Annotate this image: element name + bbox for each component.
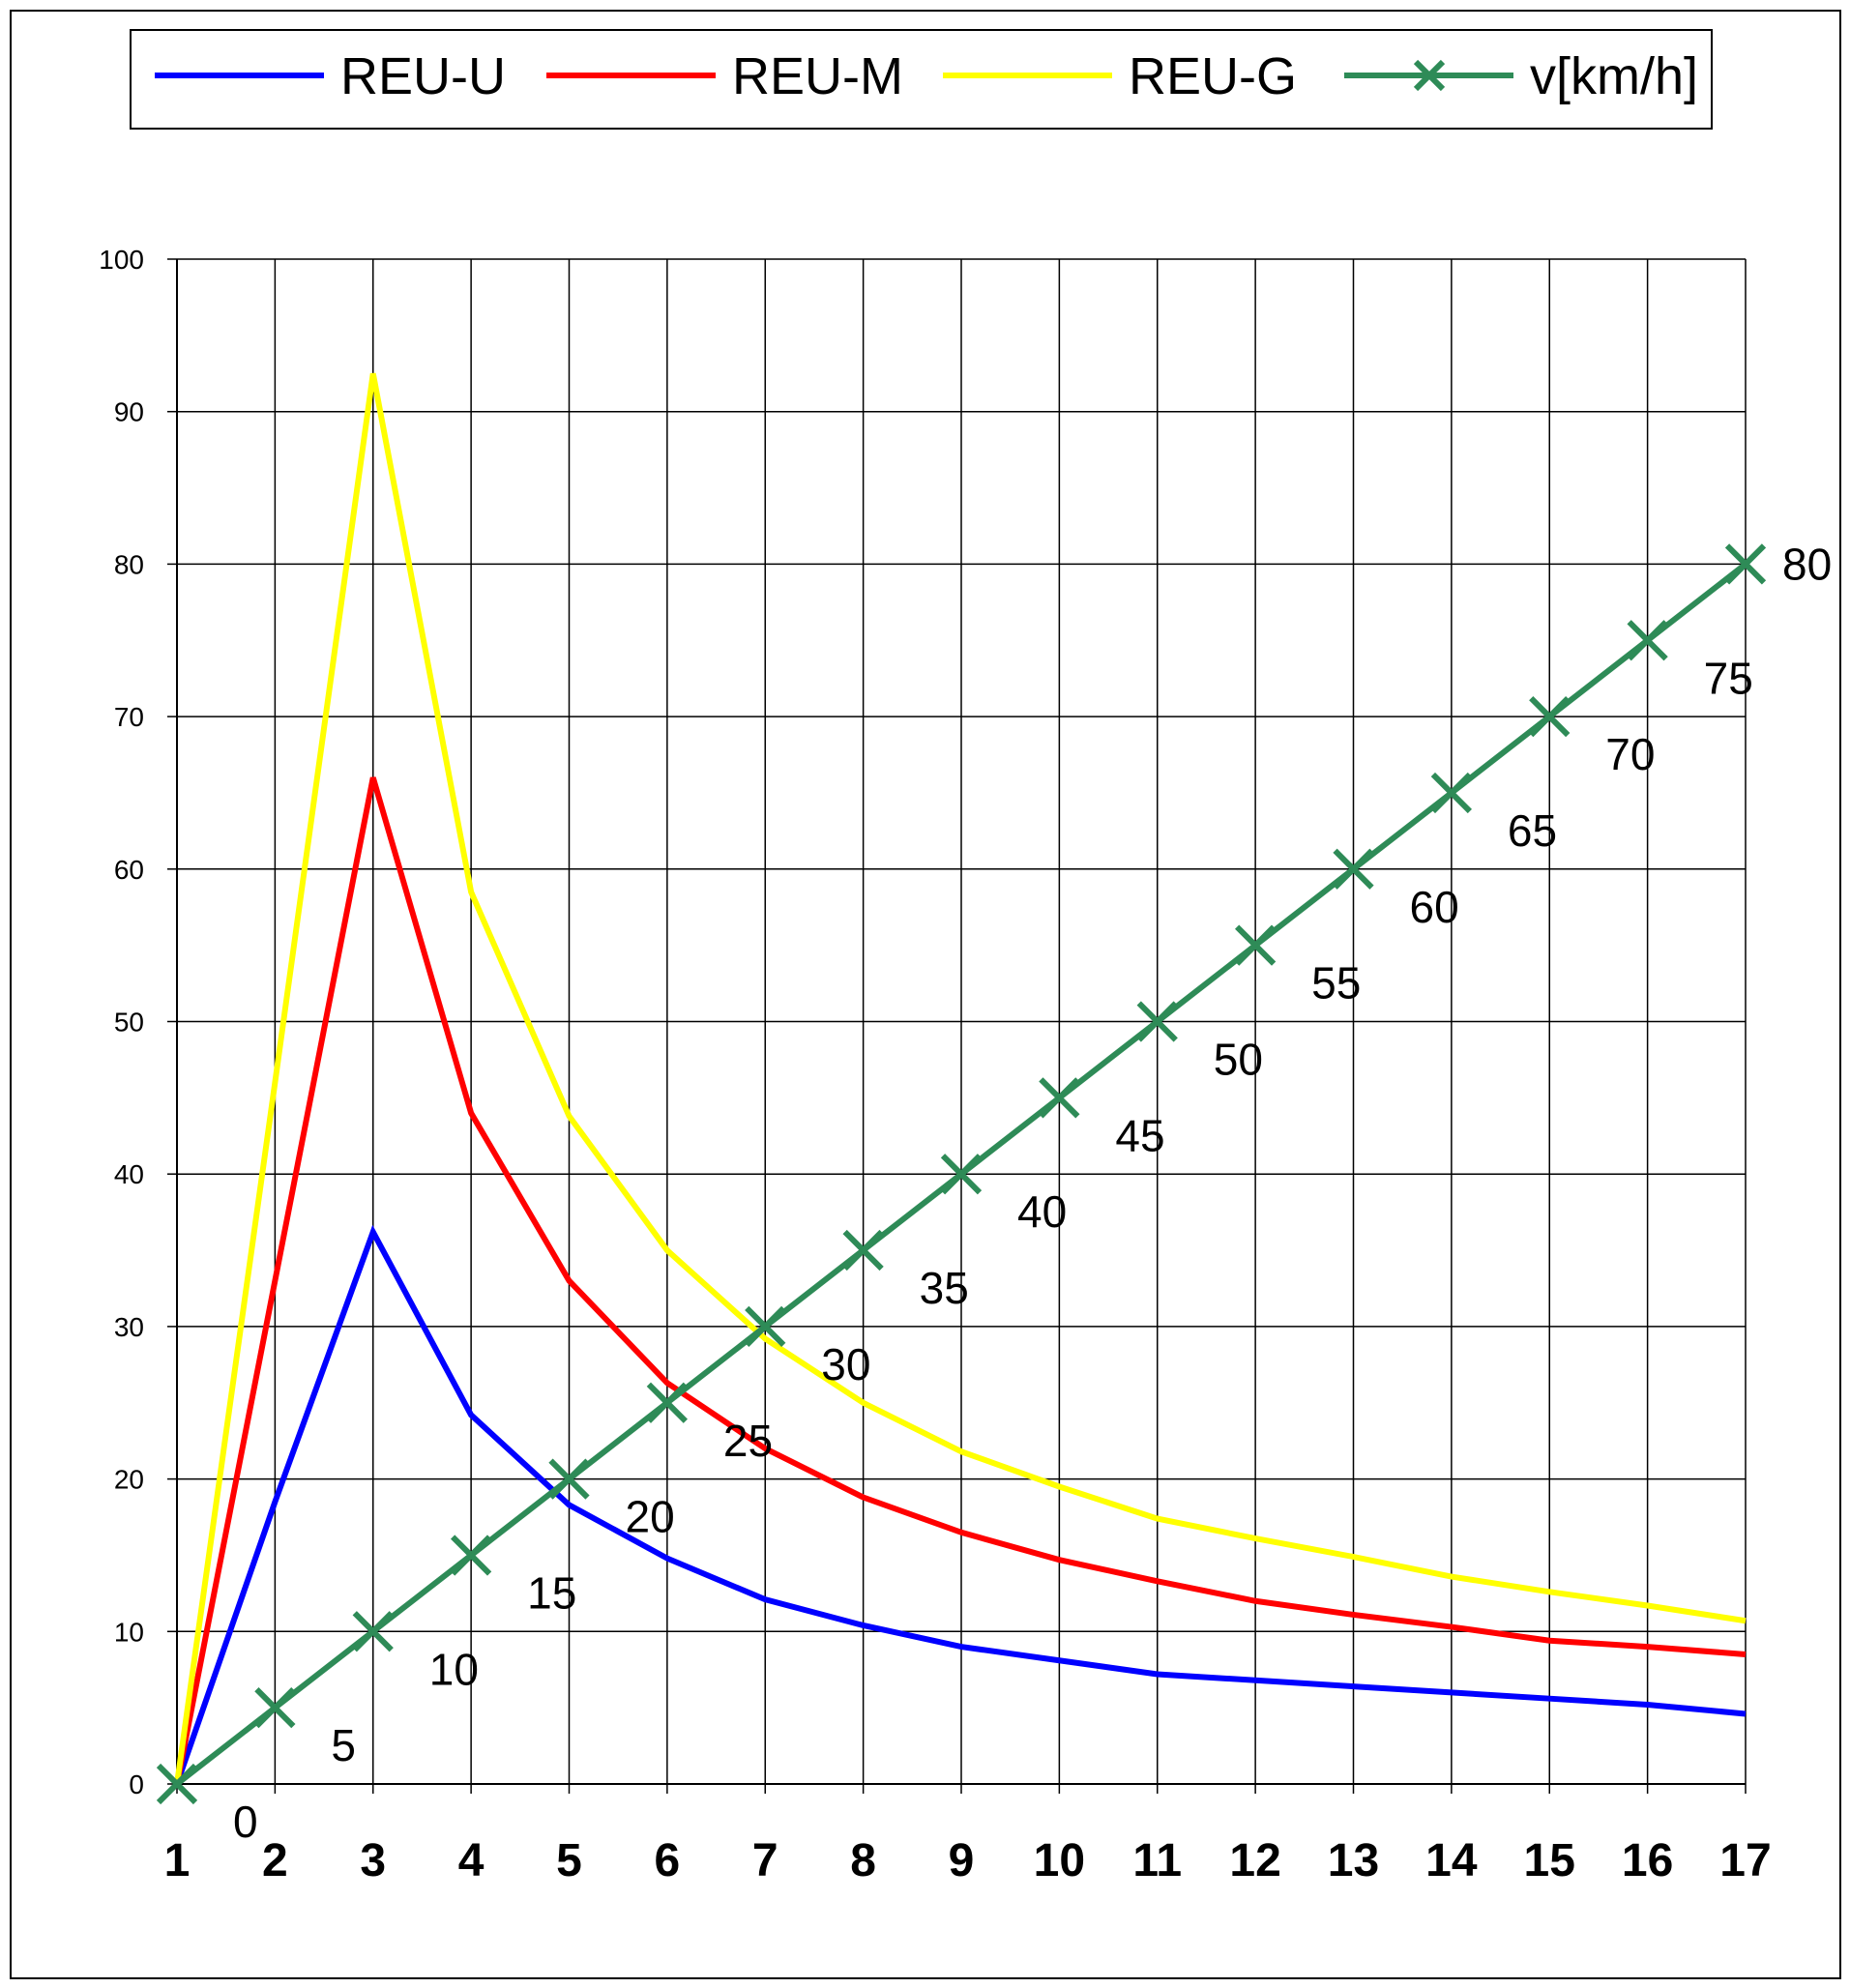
legend: REU-U REU-M REU-G v[km/h] [155, 47, 1698, 105]
data-point-marker [842, 1229, 884, 1272]
x-tick-label: 11 [1132, 1835, 1182, 1886]
series-line-reu-g [174, 372, 1747, 1785]
y-tick-label: 20 [114, 1465, 144, 1495]
data-point-marker [254, 1687, 296, 1729]
data-point-marker [451, 1535, 492, 1576]
data-label: 55 [1311, 958, 1361, 1009]
x-tick-label: 13 [1328, 1835, 1379, 1886]
x-tick-label: 6 [655, 1835, 681, 1886]
series-line-reu-m [174, 776, 1747, 1785]
data-label: 30 [821, 1339, 870, 1389]
x-tick-label: 10 [1034, 1835, 1085, 1886]
legend-label: v[km/h] [1530, 47, 1698, 105]
data-labels: 0 5 10 15 20 25 30 35 40 45 50 55 60 65 70 75 80 [233, 539, 1832, 1847]
y-tick-label: 90 [114, 397, 144, 427]
x-tick-label: 12 [1229, 1835, 1280, 1886]
data-label: 40 [1017, 1186, 1067, 1237]
x-tick-label: 3 [360, 1835, 386, 1886]
data-point-marker [1430, 772, 1472, 814]
data-point-marker [1333, 848, 1374, 890]
legend-entry: REU-U [155, 47, 506, 105]
data-label: 45 [1115, 1110, 1164, 1160]
series-markers [156, 543, 1767, 1805]
x-tick-label: 16 [1622, 1835, 1673, 1886]
data-point-marker [156, 1763, 198, 1805]
data-label: 15 [527, 1567, 576, 1618]
legend-entry: v[km/h] [1344, 47, 1698, 105]
y-tick-label: 0 [129, 1769, 144, 1799]
data-label: 65 [1508, 805, 1557, 856]
legend-entry: REU-M [546, 47, 903, 105]
y-tick-label: 30 [114, 1312, 144, 1342]
data-point-marker [646, 1382, 688, 1423]
x-tick-label: 8 [850, 1835, 876, 1886]
legend-entry: REU-G [943, 47, 1297, 105]
chart-frame [10, 10, 1841, 1979]
data-point-marker [1039, 1077, 1080, 1119]
y-tick-label: 50 [114, 1008, 144, 1038]
data-label: 80 [1782, 539, 1832, 589]
data-label: 60 [1410, 882, 1459, 932]
data-label: 20 [626, 1492, 675, 1542]
legend-label: REU-U [340, 47, 506, 105]
x-tick-label: 2 [262, 1835, 288, 1886]
grid [176, 258, 1747, 1785]
data-label: 25 [723, 1416, 773, 1466]
y-tick-label: 70 [114, 702, 144, 732]
x-tick-label: 15 [1524, 1835, 1575, 1886]
x-tick-label: 9 [949, 1835, 975, 1886]
data-label: 10 [429, 1644, 479, 1694]
y-tick-label: 80 [114, 549, 144, 579]
data-label: 35 [920, 1263, 969, 1313]
data-point-marker [548, 1458, 590, 1500]
y-tick-label: 10 [114, 1617, 144, 1647]
data-point-marker [940, 1154, 983, 1195]
x-tick-label: 4 [458, 1835, 485, 1886]
x-tick-label: 17 [1719, 1835, 1771, 1886]
x-tick-label: 14 [1425, 1835, 1478, 1886]
y-tick-label: 60 [114, 855, 144, 885]
x-tick-label: 5 [556, 1835, 582, 1886]
data-point-marker [1724, 543, 1767, 585]
data-label: 75 [1704, 653, 1753, 703]
legend-label: REU-M [732, 47, 903, 105]
data-label: 50 [1214, 1035, 1263, 1085]
data-point-marker [1235, 924, 1277, 966]
y-tick-label: 40 [114, 1159, 144, 1189]
data-label: 0 [233, 1797, 258, 1847]
data-point-marker [1529, 695, 1571, 738]
data-label: 70 [1605, 729, 1655, 779]
data-point-marker [745, 1305, 786, 1348]
y-tick-label: 100 [99, 245, 144, 275]
legend-label: REU-G [1129, 47, 1297, 105]
data-point-marker [1627, 620, 1668, 661]
x-tick-label: 7 [752, 1835, 778, 1886]
series-line-reu-u [174, 1224, 1747, 1785]
data-label: 5 [331, 1720, 356, 1770]
data-point-marker [352, 1611, 394, 1652]
legend-box [130, 29, 1713, 130]
data-point-marker [1136, 1001, 1178, 1042]
x-tick-label: 1 [164, 1835, 191, 1886]
